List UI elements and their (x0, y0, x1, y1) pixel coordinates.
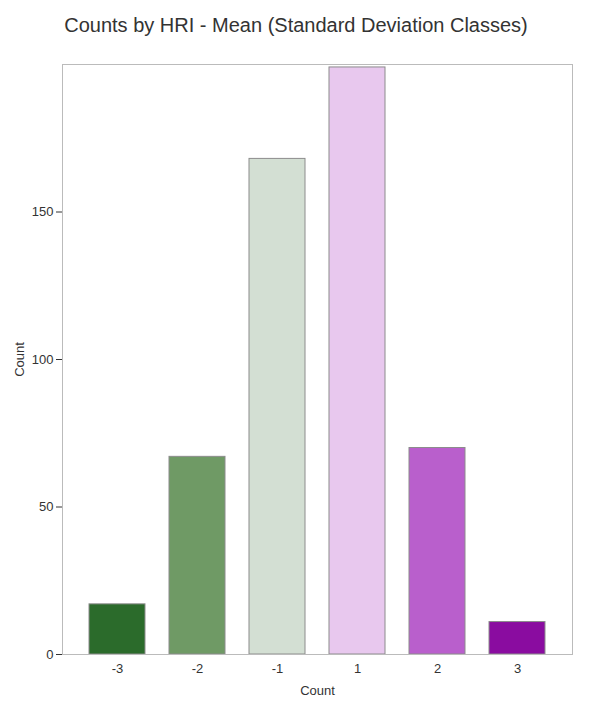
html-text:Counts by HRI - Mean (Standard: Counts by HRI - Mean (Standard Deviation… (64, 14, 528, 36)
svg-text:Count: Count (300, 683, 335, 698)
svg-text:-2: -2 (192, 661, 204, 676)
svg-text:Count: Count (12, 342, 27, 377)
svg-text:150: 150 (32, 204, 54, 219)
svg-text:0: 0 (46, 647, 53, 662)
svg-text:100: 100 (32, 352, 54, 367)
svg-text:-3: -3 (112, 661, 124, 676)
svg-text:3: 3 (514, 661, 521, 676)
svg-text:-1: -1 (272, 661, 284, 676)
svg-text:2: 2 (434, 661, 441, 676)
svg-text:1: 1 (354, 661, 361, 676)
svg-text:50: 50 (39, 499, 53, 514)
